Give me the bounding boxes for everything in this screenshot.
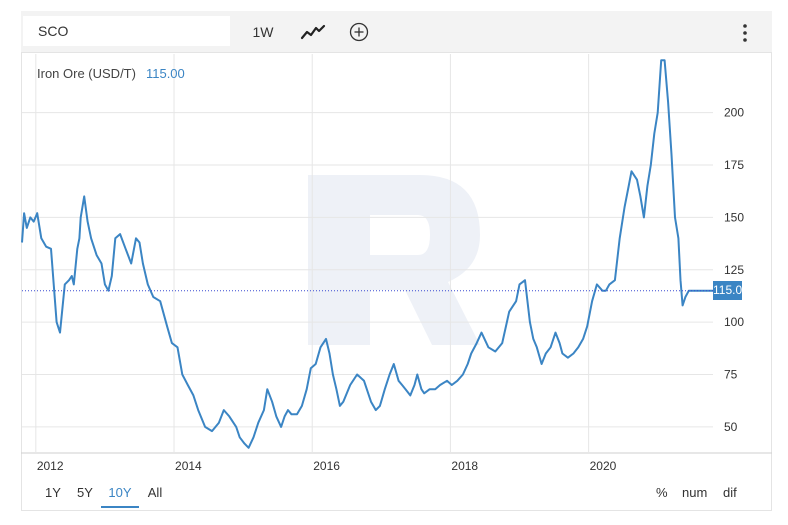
line-chart-icon[interactable] (300, 22, 326, 42)
range-button-10y[interactable]: 10Y (101, 484, 139, 508)
legend-value: 115.00 (145, 66, 185, 81)
plus-circle-icon[interactable] (348, 21, 370, 43)
mode-num-button[interactable]: num (682, 485, 708, 500)
vertical-dots-icon[interactable] (737, 21, 753, 45)
y-tick-label: 150 (724, 210, 744, 224)
series-line (21, 59, 713, 449)
y-tick-label: 175 (724, 158, 744, 172)
symbol-input[interactable] (23, 16, 230, 46)
y-tick-label: 75 (724, 367, 738, 381)
range-button-all[interactable]: All (147, 485, 163, 500)
mode-percent-button[interactable]: % (656, 485, 668, 500)
x-tick-label: 2016 (313, 459, 340, 473)
y-tick-label: 200 (724, 106, 744, 120)
logo-watermark (308, 175, 480, 345)
x-tick-label: 2014 (175, 459, 202, 473)
chart-legend: Iron Ore (USD/T) 115.00 (37, 66, 185, 81)
interval-button[interactable]: 1W (252, 24, 274, 40)
y-tick-label: 125 (724, 263, 744, 277)
current-price-tag: 115.0 (713, 281, 742, 301)
x-tick-label: 2012 (37, 459, 64, 473)
mode-dif-button[interactable]: dif (723, 485, 737, 500)
y-tick-label: 50 (724, 420, 738, 434)
watermark-shape (308, 175, 480, 345)
legend-series-name: Iron Ore (USD/T) (37, 66, 136, 81)
x-tick-label: 2018 (451, 459, 478, 473)
range-button-1y[interactable]: 1Y (45, 485, 61, 500)
y-tick-label: 100 (724, 315, 744, 329)
range-button-5y[interactable]: 5Y (77, 485, 93, 500)
x-tick-label: 2020 (590, 459, 617, 473)
